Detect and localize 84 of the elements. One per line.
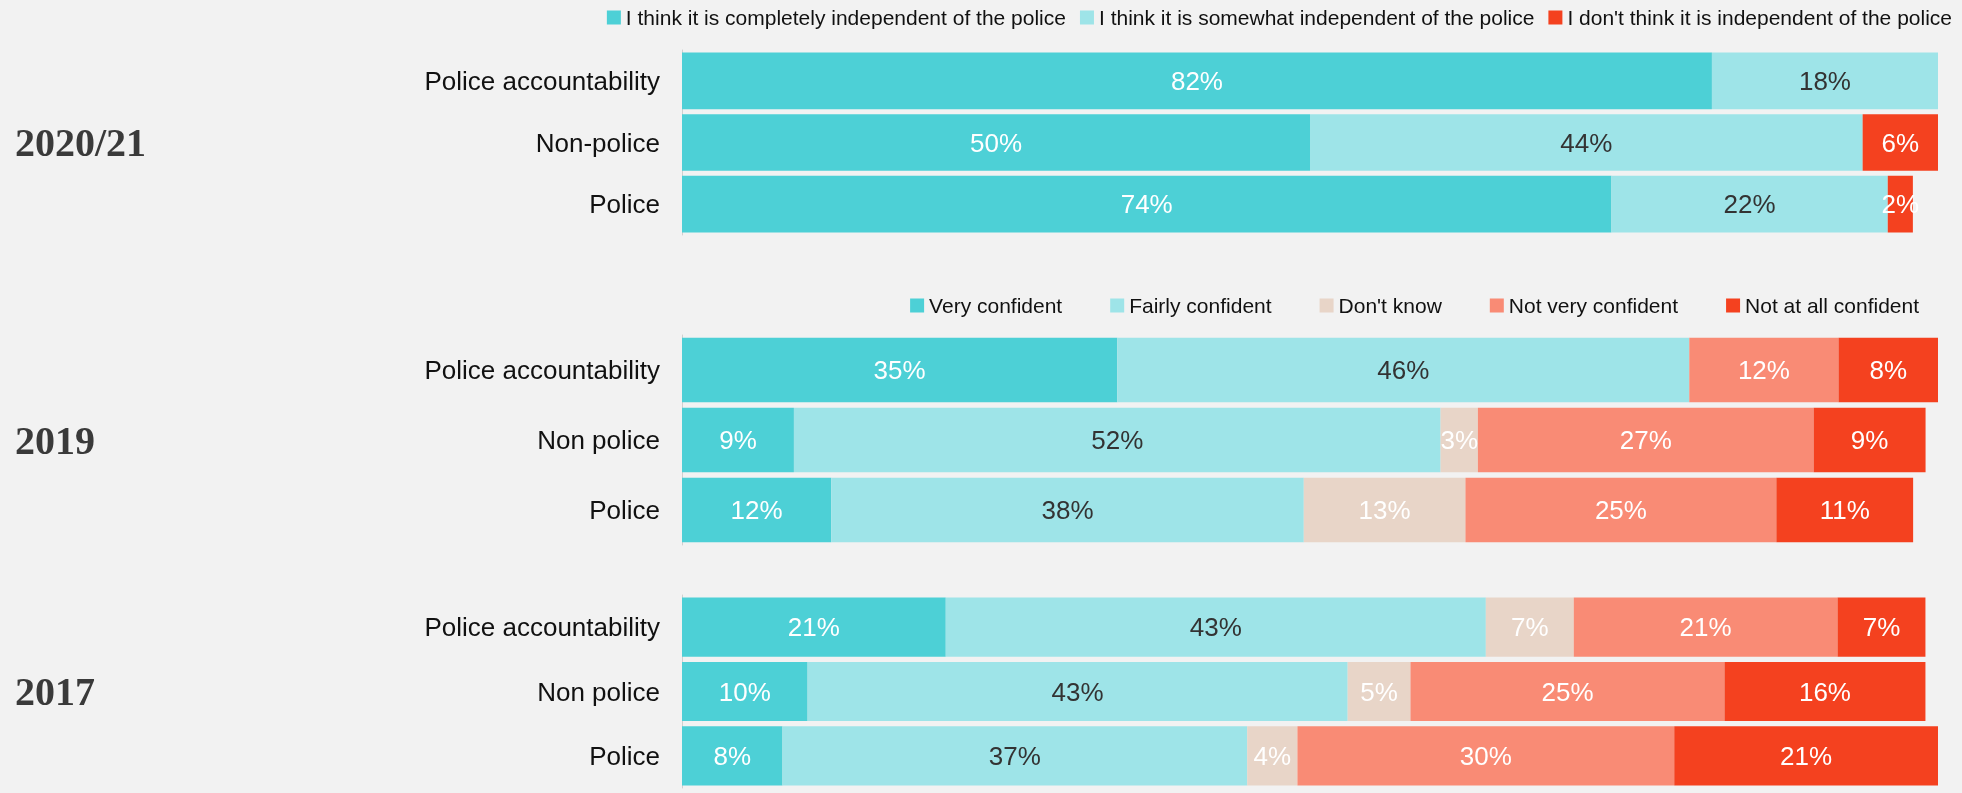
- bar: [1573, 597, 1838, 657]
- data-label: 37%: [988, 740, 1041, 771]
- data-label: 7%: [1862, 612, 1901, 643]
- data-label: 50%: [969, 127, 1023, 158]
- bar: [682, 52, 1712, 110]
- y-axis-title: 2019: [15, 417, 95, 463]
- data-label: 8%: [1869, 355, 1908, 385]
- bar: [1838, 337, 1938, 403]
- bar: [1410, 661, 1725, 722]
- bar: [807, 661, 1348, 722]
- bar: [1117, 337, 1690, 403]
- data-label: 46%: [1377, 355, 1430, 385]
- bar: [782, 726, 1248, 786]
- bar: [682, 114, 1310, 171]
- legend-label: Fairly confident: [1129, 294, 1272, 317]
- data-label: 44%: [1560, 127, 1613, 158]
- bar: [1862, 114, 1938, 171]
- legend-label: I think it is completely independent of the police: [625, 6, 1066, 29]
- data-label: 74%: [1120, 189, 1173, 220]
- bar: [831, 477, 1304, 543]
- bar: [682, 337, 1118, 403]
- legend-label: Not at all confident: [1745, 294, 1920, 317]
- bar: [1303, 477, 1466, 543]
- bar: [682, 407, 794, 473]
- y-tick-label: Police: [589, 189, 660, 220]
- bar: [682, 661, 808, 722]
- bar: [1485, 597, 1574, 657]
- y-axis-title: 2020/21: [15, 120, 147, 165]
- data-label: 18%: [1798, 65, 1851, 96]
- data-label: 6%: [1881, 127, 1920, 158]
- data-label: 25%: [1594, 495, 1647, 525]
- bar: [1711, 52, 1938, 110]
- y-tick-label: Police accountability: [424, 355, 660, 385]
- bar: [682, 726, 783, 786]
- data-label: 11%: [1819, 495, 1870, 525]
- data-label: 82%: [1170, 65, 1223, 96]
- legend-label: Don't know: [1338, 294, 1443, 317]
- data-label: 35%: [873, 355, 926, 385]
- bar: [1347, 661, 1411, 722]
- y-tick-label: Non police: [537, 425, 660, 455]
- y-tick-label: Police accountability: [424, 612, 660, 643]
- bar: [1837, 597, 1926, 657]
- y-tick-label: Non police: [537, 676, 660, 707]
- data-label: 8%: [713, 740, 752, 771]
- legend-label: I think it is somewhat independent of the police: [1098, 6, 1535, 29]
- data-label: 25%: [1541, 676, 1594, 707]
- data-label: 12%: [1737, 355, 1790, 385]
- bar: [1776, 477, 1914, 543]
- data-label: 52%: [1091, 425, 1144, 455]
- y-axis-title: 2017: [15, 669, 95, 714]
- data-label: 16%: [1798, 676, 1851, 707]
- data-label: 21%: [1780, 740, 1833, 771]
- bar: [1310, 114, 1863, 171]
- bar: [1674, 726, 1938, 786]
- bar: [682, 597, 946, 657]
- data-label: 12%: [730, 495, 783, 525]
- data-label: 22%: [1723, 189, 1776, 220]
- data-label: 43%: [1051, 676, 1104, 707]
- y-tick-label: Non-police: [535, 127, 660, 158]
- data-label: 21%: [1679, 612, 1732, 643]
- data-label: 43%: [1189, 612, 1242, 643]
- data-label: 38%: [1041, 495, 1094, 525]
- data-label: 30%: [1459, 740, 1512, 771]
- bar: [1465, 477, 1777, 543]
- data-label: 9%: [1850, 425, 1889, 455]
- bar: [1477, 407, 1814, 473]
- bar: [1297, 726, 1675, 786]
- bar: [682, 175, 1612, 233]
- legend-label: Not very confident: [1508, 294, 1679, 317]
- bar: [945, 597, 1486, 657]
- data-label: 21%: [787, 612, 840, 643]
- data-label: 9%: [719, 425, 757, 455]
- y-tick-label: Police: [589, 495, 660, 525]
- bar: [793, 407, 1441, 473]
- data-label: 27%: [1619, 425, 1672, 455]
- y-tick-label: Police: [589, 740, 660, 771]
- y-tick-label: Police accountability: [424, 65, 660, 96]
- legend-label: I don't think it is independent of the police: [1567, 6, 1953, 29]
- bar: [682, 477, 832, 543]
- data-label: 10%: [718, 676, 771, 707]
- bar: [1724, 661, 1926, 722]
- legend-label: Very confident: [929, 294, 1063, 317]
- bar: [1813, 407, 1926, 473]
- bar: [1689, 337, 1839, 403]
